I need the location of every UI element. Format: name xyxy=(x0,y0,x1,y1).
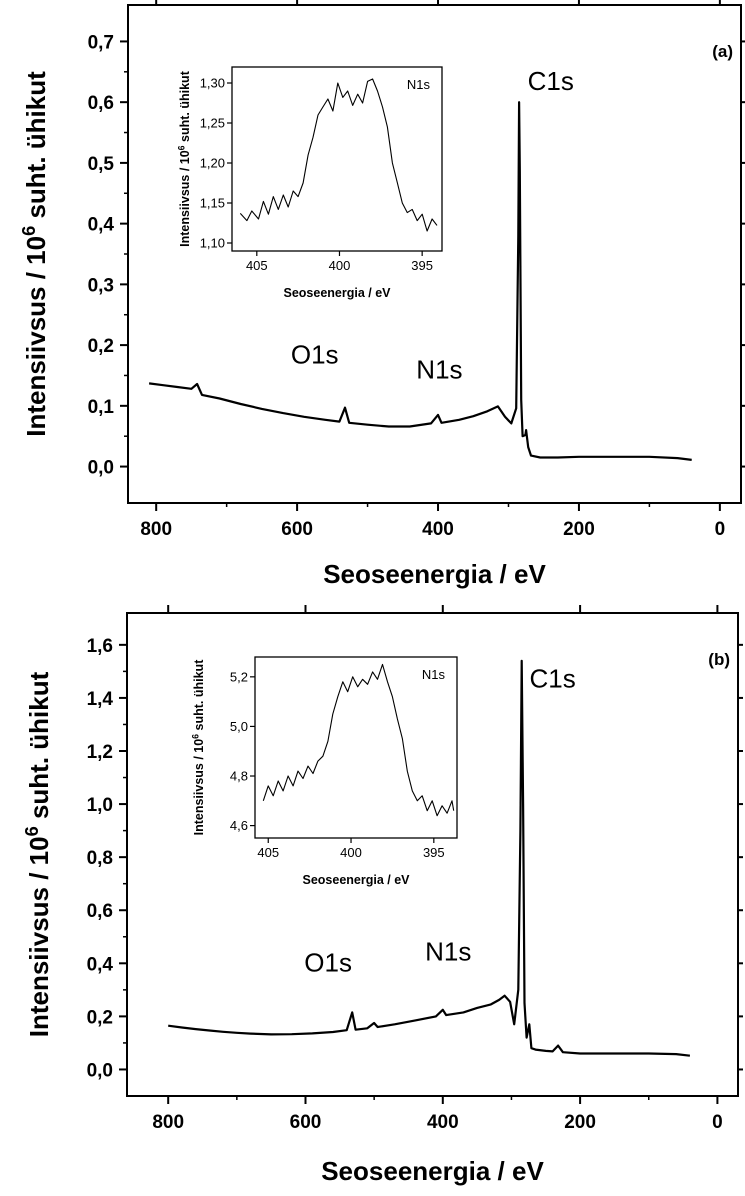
peak-annotation: C1s xyxy=(530,663,576,693)
inset-y-axis-label-tail: suht. ühikut xyxy=(192,659,206,734)
plot-frame xyxy=(126,612,739,1097)
y-tick-label: 0,2 xyxy=(87,1007,113,1028)
y-axis-label: Intensiivsus / 106 suht. ühikut xyxy=(22,671,54,1037)
y-tick-label: 1,4 xyxy=(87,689,114,710)
peak-annotation: N1s xyxy=(416,355,462,385)
y-tick-label: 0,4 xyxy=(87,954,114,975)
peak-annotation: O1s xyxy=(304,947,352,977)
inset-frame xyxy=(231,66,443,252)
x-tick-label: 600 xyxy=(281,519,313,540)
inset-y-tick-label: 1,25 xyxy=(200,116,225,131)
y-tick-label: 0,2 xyxy=(88,336,114,357)
y-axis-label: Intensiivsus / 106 suht. ühikut xyxy=(19,71,51,437)
inset-x-tick-label: 400 xyxy=(329,258,351,273)
inset-frame xyxy=(254,656,458,839)
inset-x-tick-label: 405 xyxy=(246,258,268,273)
x-tick-label: 200 xyxy=(563,519,595,540)
inset-y-tick-label: 5,0 xyxy=(230,719,248,734)
inset-y-tick-label: 1,15 xyxy=(200,196,225,211)
inset-peak-label: N1s xyxy=(422,667,446,682)
x-axis-label: Seoseenergia / eV xyxy=(321,1156,544,1186)
y-tick-label: 0,7 xyxy=(88,32,114,53)
y-tick-label: 0,4 xyxy=(88,215,115,236)
inset-y-tick-label: 4,6 xyxy=(230,818,248,833)
peak-annotation: C1s xyxy=(528,66,574,96)
inset-y-axis-label-exponent: 6 xyxy=(190,734,200,739)
inset-y-tick-label: 1,20 xyxy=(200,156,225,171)
y-tick-label: 0,0 xyxy=(88,458,114,479)
inset-y-axis-label-text: Intensiivsus / 10 xyxy=(178,150,192,247)
y-tick-label: 0,6 xyxy=(88,93,114,114)
x-tick-label: 200 xyxy=(564,1112,596,1133)
y-axis-label-text: Intensiivsus / 10 xyxy=(21,236,51,437)
y-tick-label: 0,8 xyxy=(87,848,113,869)
inset-spectrum-line xyxy=(239,78,438,232)
y-tick-label: 0,6 xyxy=(87,901,113,922)
inset-x-axis-label: Seoseenergia / eV xyxy=(302,873,410,887)
inset-y-tick-label: 4,8 xyxy=(230,769,248,784)
y-axis-label-text: Intensiivsus / 10 xyxy=(24,836,54,1037)
inset-x-tick-label: 405 xyxy=(257,845,279,860)
x-tick-label: 400 xyxy=(422,519,454,540)
inset-y-tick-label: 1,30 xyxy=(200,76,225,91)
inset-y-tick-label: 5,2 xyxy=(230,669,248,684)
y-tick-label: 1,6 xyxy=(87,636,113,657)
panel-label: (b) xyxy=(708,650,730,669)
chart-panel-a: 800 600 400 200 0 0,0 0,1 0,2 0,3 0,4 0,5 0,6 0,7 Seo… xyxy=(19,0,745,589)
inset-spectrum-line xyxy=(262,663,455,817)
inset-y-axis-label-exponent: 6 xyxy=(176,145,186,150)
y-axis-label-exponent: 6 xyxy=(22,826,42,836)
y-axis-label-exponent: 6 xyxy=(19,226,39,236)
inset-x-axis-label: Seoseenergia / eV xyxy=(283,286,391,300)
panel-label: (a) xyxy=(712,42,733,61)
y-tick-label: 0,1 xyxy=(88,397,115,418)
inset-y-tick-label: 1,10 xyxy=(200,236,225,251)
x-axis-label: Seoseenergia / eV xyxy=(323,559,546,589)
x-tick-label: 800 xyxy=(140,519,172,540)
inset-y-axis-label-text: Intensiivsus / 10 xyxy=(192,739,206,836)
inset-x-tick-label: 400 xyxy=(340,845,362,860)
inset-n1s-plot: 405 400 395 4,6 4,8 5,0 5,2 Seoseenergia / eV In… xyxy=(190,656,458,887)
inset-x-tick-label: 395 xyxy=(423,845,445,860)
y-axis-label-tail: suht. ühikut xyxy=(21,71,51,226)
inset-y-axis-label-tail: suht. ühikut xyxy=(178,70,192,145)
inset-y-axis-label: Intensiivsus / 106 suht. ühikut xyxy=(176,70,192,247)
inset-peak-label: N1s xyxy=(407,77,431,92)
inset-n1s-plot: 405 400 395 1,10 1,15 1,20 1,25 1,30 Seoseenergi… xyxy=(176,66,443,300)
x-tick-label: 0 xyxy=(715,519,726,540)
peak-annotation: N1s xyxy=(425,937,471,967)
y-tick-label: 0,0 xyxy=(87,1060,113,1081)
y-tick-label: 0,3 xyxy=(88,275,114,296)
y-tick-label: 1,2 xyxy=(87,742,113,763)
inset-x-tick-label: 395 xyxy=(411,258,433,273)
inset-y-axis-label: Intensiivsus / 106 suht. ühikut xyxy=(190,659,206,836)
x-tick-label: 0 xyxy=(712,1112,723,1133)
x-tick-label: 400 xyxy=(427,1112,459,1133)
y-tick-label: 1,0 xyxy=(87,795,113,816)
y-tick-label: 0,5 xyxy=(88,154,115,175)
peak-annotation: O1s xyxy=(291,339,339,369)
x-tick-label: 800 xyxy=(152,1112,184,1133)
spectrum-line xyxy=(148,101,692,461)
chart-panel-b: 800 600 400 200 0 0,0 0,2 0,4 0,6 0,8 1,0 1,2 1,4 1,6… xyxy=(22,605,743,1186)
x-tick-label: 600 xyxy=(290,1112,322,1133)
spectrum-line xyxy=(168,659,691,1057)
y-axis-label-tail: suht. ühikut xyxy=(24,671,54,826)
